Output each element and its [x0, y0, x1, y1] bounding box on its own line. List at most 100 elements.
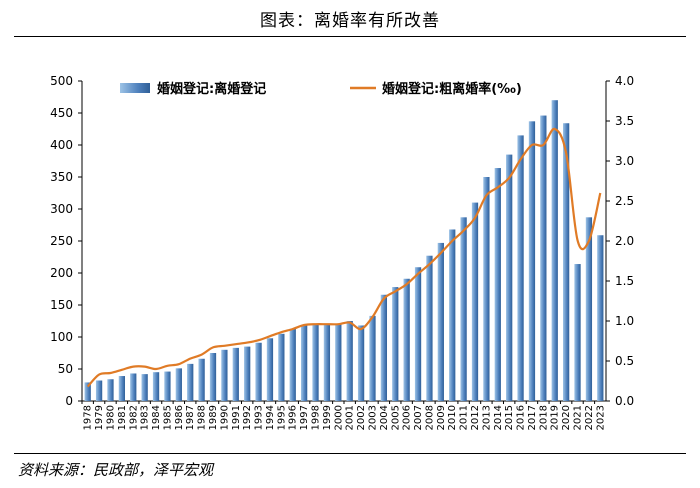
x-tick-label: 1986 — [174, 405, 185, 430]
left-tick-label: 0 — [65, 394, 73, 408]
x-tick-label: 2012 — [470, 405, 481, 430]
bar — [426, 255, 433, 401]
x-tick-label: 1992 — [242, 405, 253, 430]
x-tick-label: 1978 — [83, 405, 94, 430]
bar — [528, 121, 536, 401]
right-tick-label: 0.0 — [615, 394, 634, 408]
bar — [266, 338, 274, 401]
bar — [574, 264, 581, 401]
bar — [175, 368, 182, 401]
legend-group: 婚姻登记:离婚登记 婚姻登记:粗离婚率(‰) — [120, 81, 522, 97]
bar — [506, 154, 513, 401]
bar — [517, 135, 524, 401]
left-tick-label: 150 — [50, 298, 73, 312]
right-tick-label: 0.5 — [615, 354, 634, 368]
x-tick-label: 2001 — [345, 405, 356, 430]
bar — [255, 342, 262, 401]
bar — [118, 376, 126, 401]
right-tick-label: 2.0 — [615, 234, 634, 248]
x-tick-label: 2011 — [459, 405, 470, 430]
chart-title: 图表：离婚率有所改善 — [260, 11, 440, 31]
x-tick-label: 2005 — [390, 405, 401, 430]
source-note: 资料来源：民政部，泽平宏观 — [18, 461, 214, 479]
bar — [414, 267, 422, 401]
x-tick-label: 2006 — [402, 405, 413, 430]
bar — [471, 202, 479, 401]
bar — [300, 324, 308, 401]
x-tick-label: 2008 — [424, 405, 435, 430]
bar — [244, 346, 251, 401]
right-tick-label: 1.5 — [615, 274, 634, 288]
x-tick-label: 1987 — [185, 405, 196, 430]
x-tick-label: 2020 — [561, 405, 572, 430]
bar — [187, 363, 194, 401]
bar — [369, 315, 376, 401]
bar — [95, 380, 103, 401]
bar — [107, 379, 114, 401]
x-tick-label: 2015 — [504, 405, 515, 430]
chart-svg: 0 50 100 150 200 250 300 350 400 450 500 0.0 0.5 1.0 1… — [50, 74, 634, 430]
bar — [551, 100, 558, 401]
bottom-rule — [14, 453, 686, 454]
left-tick-label: 200 — [50, 266, 73, 280]
bar — [585, 217, 593, 401]
x-tick-label: 2019 — [550, 405, 561, 430]
x-tick-label: 2000 — [333, 405, 344, 430]
left-tick-label: 400 — [50, 138, 73, 152]
left-tick-label: 450 — [50, 106, 73, 120]
x-tick-label: 1988 — [197, 405, 208, 430]
left-tick-label: 50 — [58, 362, 73, 376]
bar — [392, 287, 399, 401]
bar — [152, 372, 160, 401]
x-tick-label: 2007 — [413, 405, 424, 430]
x-tick-label: 2003 — [367, 405, 378, 430]
bar — [403, 278, 410, 401]
x-tick-label: 1996 — [288, 405, 299, 430]
x-tick-label: 2022 — [584, 405, 595, 430]
x-tick-label: 1983 — [140, 405, 151, 430]
bar — [460, 217, 467, 401]
bar — [597, 235, 604, 401]
right-tick-label: 4.0 — [615, 74, 634, 88]
x-tick-label: 2023 — [595, 405, 606, 430]
left-tick-label: 300 — [50, 202, 73, 216]
bar — [312, 324, 319, 401]
x-tick-label: 1997 — [299, 405, 310, 430]
bar — [278, 333, 285, 401]
x-tick-label: 1984 — [151, 405, 162, 430]
bar — [209, 353, 217, 401]
bar — [562, 123, 570, 402]
x-tick-label: 1999 — [322, 405, 333, 430]
right-tick-label: 3.5 — [615, 114, 634, 128]
x-tick-label: 2021 — [573, 405, 584, 430]
bar — [346, 321, 353, 401]
left-tick-label: 350 — [50, 170, 73, 184]
x-tick-label: 2017 — [527, 405, 538, 430]
line-group — [86, 127, 602, 388]
x-tick-label: 1981 — [117, 405, 128, 430]
bar — [232, 347, 239, 401]
x-tick-label: 1991 — [231, 405, 242, 430]
divorce-rate-line — [86, 127, 602, 388]
bar — [380, 294, 388, 401]
axes-group: 0 50 100 150 200 250 300 350 400 450 500 0.0 0.5 1.0 1… — [50, 74, 634, 430]
right-tick-label: 1.0 — [615, 314, 634, 328]
legend-bar-label: 婚姻登记:离婚登记 — [157, 81, 266, 97]
x-tick-label: 1994 — [265, 405, 276, 430]
x-tick-label: 1979 — [94, 405, 105, 430]
x-tick-label: 2002 — [356, 405, 367, 430]
x-tick-label: 1998 — [311, 405, 322, 430]
x-tick-label: 1993 — [254, 405, 265, 430]
bar — [323, 324, 331, 401]
x-tick-label: 2018 — [538, 405, 549, 430]
x-tick-label: 2004 — [379, 405, 390, 430]
bar — [483, 177, 490, 401]
bar — [289, 328, 296, 401]
x-tick-label: 1980 — [105, 405, 116, 430]
x-tick-label: 2013 — [481, 405, 492, 430]
right-tick-label: 3.0 — [615, 154, 634, 168]
bar — [221, 349, 228, 401]
legend-bar-swatch — [120, 83, 150, 93]
bars-group — [84, 100, 604, 402]
bar — [494, 168, 501, 401]
